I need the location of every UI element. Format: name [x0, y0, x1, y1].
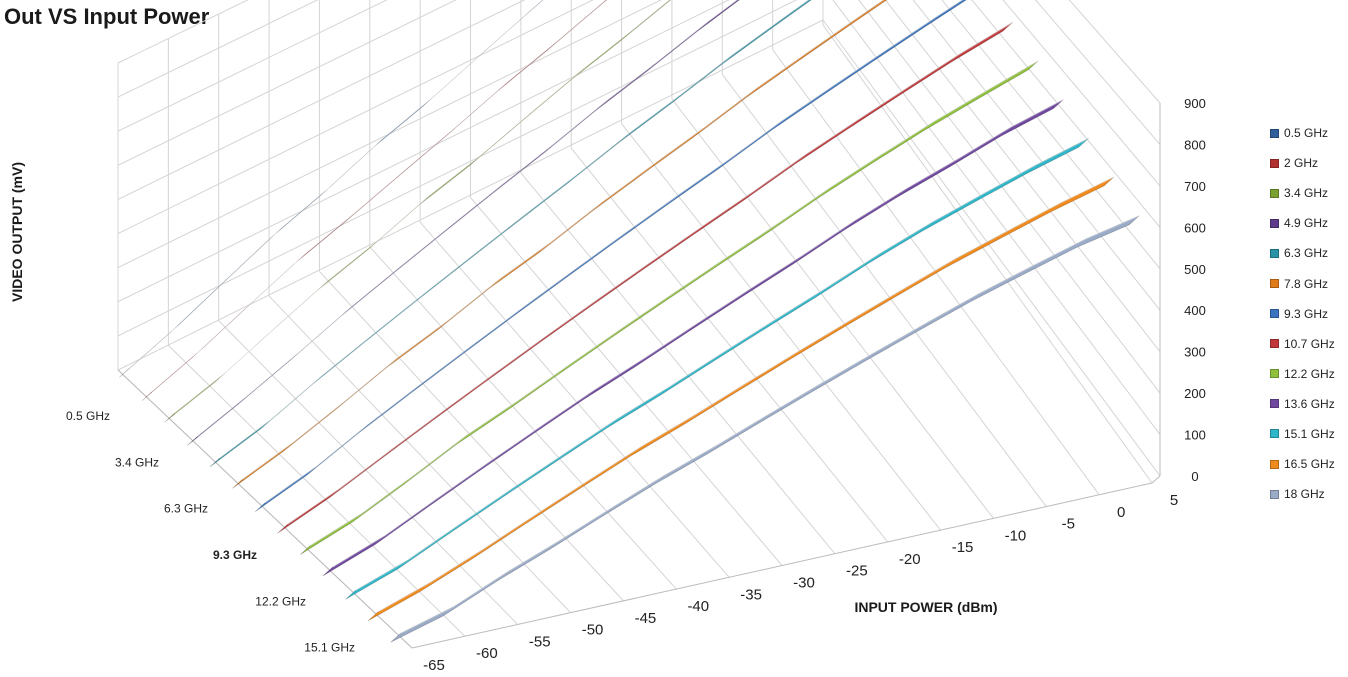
series-ribbon	[299, 60, 1039, 555]
x-tick-label: -65	[423, 657, 445, 674]
legend-swatch	[1270, 188, 1279, 198]
series-ribbon	[367, 176, 1115, 622]
depth-tick-label: 12.2 GHz	[255, 594, 306, 608]
x-tick-label: -20	[899, 551, 921, 568]
legend-swatch	[1270, 309, 1279, 319]
x-tick-label: -40	[687, 598, 709, 615]
x-tick-label: 5	[1170, 492, 1178, 509]
legend-label: 12.2 GHz	[1284, 366, 1335, 381]
legend-label: 9.3 GHz	[1284, 306, 1329, 321]
series-ribbon	[164, 0, 672, 423]
series-ribbon	[345, 137, 1090, 600]
legend-label: 2 GHz	[1284, 156, 1319, 171]
legend-label: 6.3 GHz	[1284, 246, 1329, 261]
x-tick-label: -10	[1005, 527, 1027, 544]
series-ribbon	[186, 0, 740, 446]
x-tick-label: -60	[476, 645, 498, 662]
chart-ribbons	[119, 0, 1140, 643]
legend-item: 16.5 GHz	[1270, 449, 1335, 479]
legend-item: 18 GHz	[1270, 479, 1335, 509]
y-tick-label: 600	[1184, 220, 1206, 235]
legend-swatch	[1270, 459, 1279, 469]
y-tick-label: 400	[1184, 303, 1206, 318]
legend-swatch	[1270, 279, 1279, 289]
x-tick-label: -25	[846, 563, 868, 580]
y-tick-label: 300	[1184, 345, 1206, 360]
legend-item: 10.7 GHz	[1270, 329, 1335, 359]
legend-swatch	[1270, 248, 1279, 258]
y-tick-label: 0	[1191, 469, 1198, 484]
chart-ticks: 0100200300400500600700800900-65-60-55-50…	[66, 96, 1206, 674]
y-tick-label: 200	[1184, 386, 1206, 401]
series-ribbon	[209, 0, 812, 468]
x-tick-label: -35	[740, 586, 762, 603]
legend-label: 15.1 GHz	[1284, 426, 1335, 441]
legend-item: 15.1 GHz	[1270, 419, 1335, 449]
x-tick-label: -5	[1062, 516, 1075, 533]
legend-swatch	[1270, 369, 1279, 379]
legend-item: 9.3 GHz	[1270, 299, 1335, 329]
legend-label: 13.6 GHz	[1284, 396, 1335, 411]
series-ribbon	[322, 98, 1064, 577]
legend-label: 4.9 GHz	[1284, 216, 1329, 231]
y-tick-label: 700	[1184, 179, 1206, 194]
series-ribbon	[232, 0, 888, 489]
chart-gridlines	[117, 0, 1161, 649]
legend-swatch	[1270, 489, 1279, 499]
legend-item: 3.4 GHz	[1270, 178, 1335, 208]
series-ribbon	[254, 0, 967, 513]
series-ribbon	[141, 0, 608, 402]
series-ribbon	[390, 215, 1140, 643]
depth-tick-label: 0.5 GHz	[66, 409, 110, 423]
legend-label: 0.5 GHz	[1284, 126, 1329, 141]
legend-swatch	[1270, 218, 1279, 228]
x-tick-label: -45	[635, 610, 657, 627]
legend-item: 2 GHz	[1270, 148, 1335, 178]
y-tick-label: 900	[1184, 96, 1206, 111]
legend-swatch	[1270, 158, 1279, 168]
x-tick-label: 0	[1117, 504, 1125, 521]
legend-swatch	[1270, 399, 1279, 409]
y-tick-label: 100	[1184, 428, 1206, 443]
depth-tick-label: 9.3 GHz	[213, 548, 257, 562]
legend-label: 16.5 GHz	[1284, 457, 1335, 472]
legend-item: 13.6 GHz	[1270, 389, 1335, 419]
legend-swatch	[1270, 128, 1279, 138]
legend-swatch	[1270, 429, 1279, 439]
legend-label: 10.7 GHz	[1284, 336, 1335, 351]
y-tick-label: 800	[1184, 137, 1206, 152]
legend-item: 6.3 GHz	[1270, 238, 1335, 268]
legend-item: 4.9 GHz	[1270, 208, 1335, 238]
legend-label: 3.4 GHz	[1284, 186, 1329, 201]
y-tick-label: 500	[1184, 262, 1206, 277]
depth-tick-label: 3.4 GHz	[115, 455, 159, 469]
y-axis-label: VIDEO OUTPUT (mV)	[9, 162, 25, 302]
x-axis-label: INPUT POWER (dBm)	[854, 599, 997, 615]
legend-item: 7.8 GHz	[1270, 268, 1335, 298]
x-tick-label: -30	[793, 575, 815, 592]
x-tick-label: -50	[582, 622, 604, 639]
x-tick-label: -15	[952, 539, 974, 556]
chart-title: Out VS Input Power	[4, 4, 210, 29]
legend-swatch	[1270, 339, 1279, 349]
legend-item: 12.2 GHz	[1270, 359, 1335, 389]
series-ribbon	[119, 0, 544, 378]
chart-legend: 0.5 GHz 2 GHz 3.4 GHz 4.9 GHz 6.3 GHz 7.8 GHz…	[1270, 118, 1335, 509]
x-tick-label: -55	[529, 633, 551, 650]
depth-tick-label: 6.3 GHz	[164, 502, 208, 516]
legend-label: 18 GHz	[1284, 487, 1325, 502]
legend-item: 0.5 GHz	[1270, 118, 1335, 148]
depth-tick-label: 15.1 GHz	[304, 641, 355, 655]
legend-label: 7.8 GHz	[1284, 276, 1329, 291]
series-ribbon	[277, 21, 1014, 534]
